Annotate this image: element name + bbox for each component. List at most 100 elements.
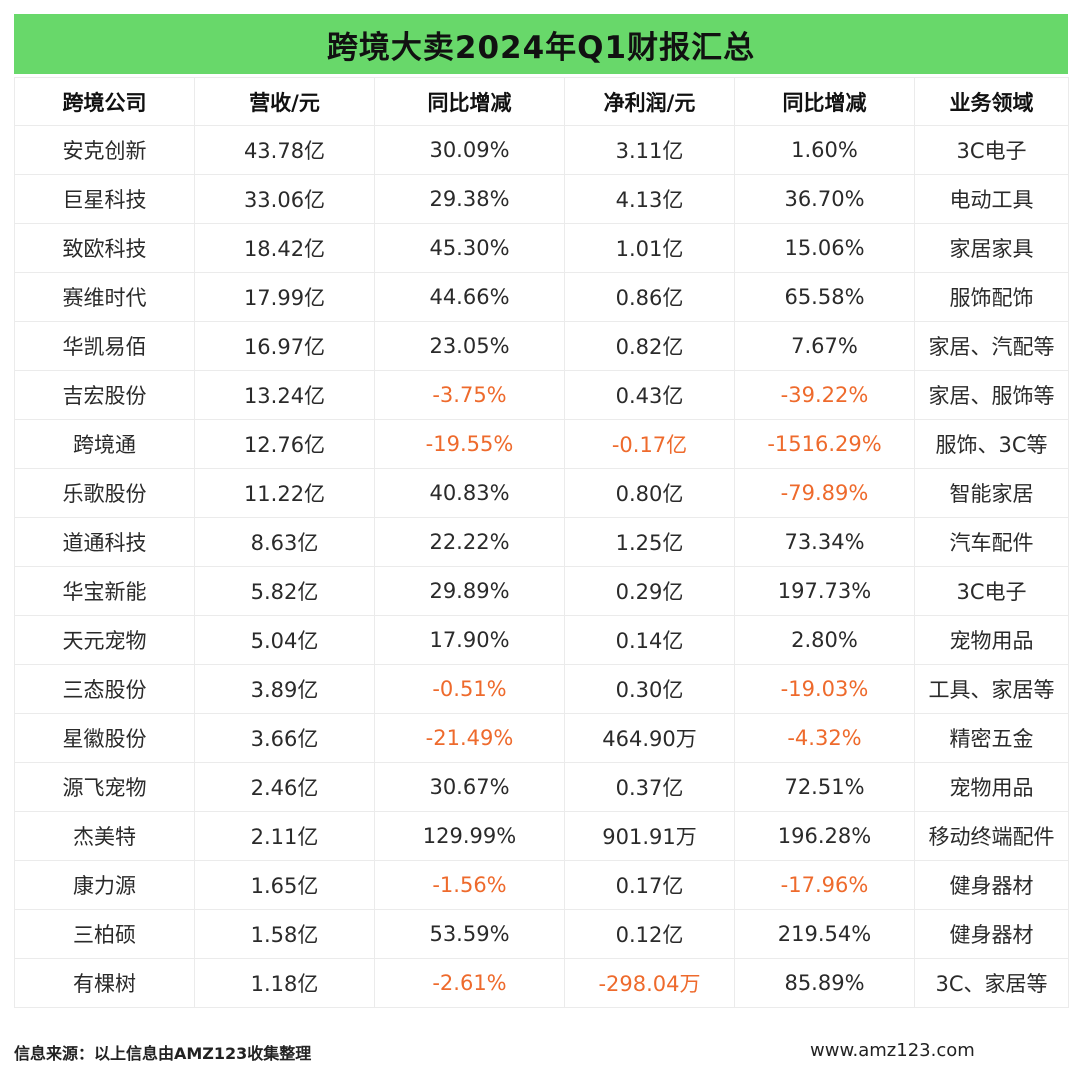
table-row: 跨境通 12.76亿 -19.55% -0.17亿 -1516.29% 服饰、3C等 bbox=[14, 419, 1069, 469]
revenue-cell: 33.06亿 bbox=[194, 174, 375, 224]
header-revenue: 营收/元 bbox=[194, 77, 375, 126]
table-row: 赛维时代 17.99亿 44.66% 0.86亿 65.58% 服饰配饰 bbox=[14, 272, 1069, 322]
revenue-cell: 2.46亿 bbox=[194, 762, 375, 812]
profit-yoy-cell: 1.60% bbox=[734, 125, 915, 175]
profit-yoy-cell: 2.80% bbox=[734, 615, 915, 665]
revenue-cell: 3.66亿 bbox=[194, 713, 375, 763]
net-profit-cell: 0.29亿 bbox=[564, 566, 735, 616]
header-business-field: 业务领域 bbox=[914, 77, 1069, 126]
page-title: 跨境大卖2024年Q1财报汇总 bbox=[326, 29, 756, 66]
website-url: www.amz123.com bbox=[810, 1040, 975, 1061]
business-field-cell: 3C电子 bbox=[914, 125, 1069, 175]
business-field-cell: 智能家居 bbox=[914, 468, 1069, 518]
net-profit-cell: 1.01亿 bbox=[564, 223, 735, 273]
business-field-cell: 工具、家居等 bbox=[914, 664, 1069, 714]
company-cell: 华宝新能 bbox=[14, 566, 195, 616]
revenue-cell: 2.11亿 bbox=[194, 811, 375, 861]
net-profit-cell: 0.37亿 bbox=[564, 762, 735, 812]
table-row: 有棵树 1.18亿 -2.61% -298.04万 85.89% 3C、家居等 bbox=[14, 958, 1069, 1008]
table-row: 乐歌股份 11.22亿 40.83% 0.80亿 -79.89% 智能家居 bbox=[14, 468, 1069, 518]
business-field-cell: 服饰、3C等 bbox=[914, 419, 1069, 469]
profit-yoy-cell: -4.32% bbox=[734, 713, 915, 763]
net-profit-cell: 0.17亿 bbox=[564, 860, 735, 910]
header-profit-yoy: 同比增减 bbox=[734, 77, 915, 126]
table-row: 吉宏股份 13.24亿 -3.75% 0.43亿 -39.22% 家居、服饰等 bbox=[14, 370, 1069, 420]
company-cell: 天元宠物 bbox=[14, 615, 195, 665]
company-cell: 华凯易佰 bbox=[14, 321, 195, 371]
revenue-yoy-cell: 44.66% bbox=[374, 272, 565, 322]
revenue-yoy-cell: 29.38% bbox=[374, 174, 565, 224]
revenue-cell: 1.65亿 bbox=[194, 860, 375, 910]
net-profit-cell: 464.90万 bbox=[564, 713, 735, 763]
revenue-yoy-cell: -3.75% bbox=[374, 370, 565, 420]
revenue-cell: 1.18亿 bbox=[194, 958, 375, 1008]
business-field-cell: 家居、汽配等 bbox=[914, 321, 1069, 371]
business-field-cell: 3C、家居等 bbox=[914, 958, 1069, 1008]
business-field-cell: 家居家具 bbox=[914, 223, 1069, 273]
net-profit-cell: 0.80亿 bbox=[564, 468, 735, 518]
profit-yoy-cell: 73.34% bbox=[734, 517, 915, 567]
table-row: 星徽股份 3.66亿 -21.49% 464.90万 -4.32% 精密五金 bbox=[14, 713, 1069, 763]
business-field-cell: 宠物用品 bbox=[914, 762, 1069, 812]
revenue-yoy-cell: 45.30% bbox=[374, 223, 565, 273]
business-field-cell: 服饰配饰 bbox=[914, 272, 1069, 322]
table-row: 三态股份 3.89亿 -0.51% 0.30亿 -19.03% 工具、家居等 bbox=[14, 664, 1069, 714]
revenue-cell: 43.78亿 bbox=[194, 125, 375, 175]
business-field-cell: 宠物用品 bbox=[914, 615, 1069, 665]
title-banner: 跨境大卖2024年Q1财报汇总 bbox=[14, 14, 1068, 74]
table-header-row: 跨境公司 营收/元 同比增减 净利润/元 同比增减 业务领域 bbox=[14, 77, 1069, 126]
profit-yoy-cell: -17.96% bbox=[734, 860, 915, 910]
profit-yoy-cell: 85.89% bbox=[734, 958, 915, 1008]
header-net-profit: 净利润/元 bbox=[564, 77, 735, 126]
revenue-cell: 5.82亿 bbox=[194, 566, 375, 616]
revenue-yoy-cell: 23.05% bbox=[374, 321, 565, 371]
profit-yoy-cell: -19.03% bbox=[734, 664, 915, 714]
table-row: 安克创新 43.78亿 30.09% 3.11亿 1.60% 3C电子 bbox=[14, 125, 1069, 175]
company-cell: 安克创新 bbox=[14, 125, 195, 175]
profit-yoy-cell: -39.22% bbox=[734, 370, 915, 420]
company-cell: 三态股份 bbox=[14, 664, 195, 714]
revenue-cell: 3.89亿 bbox=[194, 664, 375, 714]
revenue-cell: 18.42亿 bbox=[194, 223, 375, 273]
table-row: 致欧科技 18.42亿 45.30% 1.01亿 15.06% 家居家具 bbox=[14, 223, 1069, 273]
revenue-cell: 17.99亿 bbox=[194, 272, 375, 322]
company-cell: 有棵树 bbox=[14, 958, 195, 1008]
business-field-cell: 汽车配件 bbox=[914, 517, 1069, 567]
revenue-cell: 8.63亿 bbox=[194, 517, 375, 567]
net-profit-cell: -298.04万 bbox=[564, 958, 735, 1008]
company-cell: 乐歌股份 bbox=[14, 468, 195, 518]
profit-yoy-cell: -1516.29% bbox=[734, 419, 915, 469]
revenue-yoy-cell: 129.99% bbox=[374, 811, 565, 861]
business-field-cell: 健身器材 bbox=[914, 909, 1069, 959]
company-cell: 三柏硕 bbox=[14, 909, 195, 959]
table-row: 道通科技 8.63亿 22.22% 1.25亿 73.34% 汽车配件 bbox=[14, 517, 1069, 567]
profit-yoy-cell: 65.58% bbox=[734, 272, 915, 322]
net-profit-cell: 4.13亿 bbox=[564, 174, 735, 224]
business-field-cell: 精密五金 bbox=[914, 713, 1069, 763]
company-cell: 康力源 bbox=[14, 860, 195, 910]
net-profit-cell: 1.25亿 bbox=[564, 517, 735, 567]
net-profit-cell: 0.14亿 bbox=[564, 615, 735, 665]
company-cell: 致欧科技 bbox=[14, 223, 195, 273]
revenue-yoy-cell: 30.67% bbox=[374, 762, 565, 812]
net-profit-cell: 0.30亿 bbox=[564, 664, 735, 714]
revenue-cell: 5.04亿 bbox=[194, 615, 375, 665]
financial-summary-table: 跨境公司 营收/元 同比增减 净利润/元 同比增减 业务领域 安克创新 43.78… bbox=[14, 77, 1069, 1008]
table-row: 华宝新能 5.82亿 29.89% 0.29亿 197.73% 3C电子 bbox=[14, 566, 1069, 616]
header-revenue-yoy: 同比增减 bbox=[374, 77, 565, 126]
profit-yoy-cell: 196.28% bbox=[734, 811, 915, 861]
revenue-cell: 13.24亿 bbox=[194, 370, 375, 420]
revenue-yoy-cell: 17.90% bbox=[374, 615, 565, 665]
business-field-cell: 家居、服饰等 bbox=[914, 370, 1069, 420]
company-cell: 巨星科技 bbox=[14, 174, 195, 224]
business-field-cell: 移动终端配件 bbox=[914, 811, 1069, 861]
table-row: 华凯易佰 16.97亿 23.05% 0.82亿 7.67% 家居、汽配等 bbox=[14, 321, 1069, 371]
revenue-yoy-cell: -19.55% bbox=[374, 419, 565, 469]
business-field-cell: 健身器材 bbox=[914, 860, 1069, 910]
company-cell: 杰美特 bbox=[14, 811, 195, 861]
revenue-cell: 1.58亿 bbox=[194, 909, 375, 959]
net-profit-cell: 0.86亿 bbox=[564, 272, 735, 322]
revenue-cell: 11.22亿 bbox=[194, 468, 375, 518]
revenue-yoy-cell: -2.61% bbox=[374, 958, 565, 1008]
profit-yoy-cell: -79.89% bbox=[734, 468, 915, 518]
